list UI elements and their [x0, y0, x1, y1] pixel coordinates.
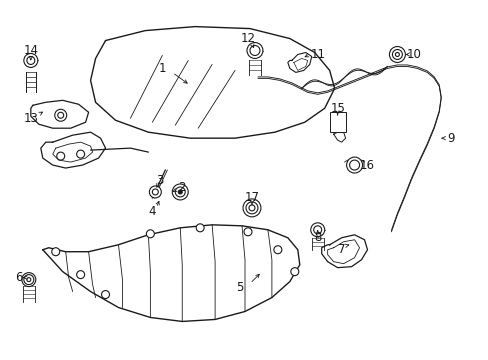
Circle shape	[310, 223, 324, 237]
Circle shape	[349, 160, 359, 170]
Circle shape	[24, 54, 38, 67]
Circle shape	[22, 273, 36, 287]
Text: 13: 13	[23, 112, 38, 125]
Circle shape	[57, 152, 64, 160]
Text: 12: 12	[240, 32, 255, 45]
Circle shape	[395, 53, 399, 57]
Bar	[329, 112, 345, 132]
Text: 4: 4	[148, 205, 156, 219]
Text: 17: 17	[244, 192, 259, 204]
Circle shape	[313, 226, 321, 234]
Circle shape	[243, 199, 261, 217]
Circle shape	[172, 184, 188, 200]
Circle shape	[346, 157, 362, 173]
Circle shape	[248, 205, 254, 211]
Text: 6: 6	[15, 271, 22, 284]
Circle shape	[77, 150, 84, 158]
Text: 15: 15	[329, 102, 345, 115]
Circle shape	[392, 50, 402, 59]
Circle shape	[249, 45, 260, 55]
Text: 1: 1	[158, 62, 166, 75]
Circle shape	[27, 57, 35, 64]
Text: 3: 3	[156, 174, 163, 186]
Circle shape	[52, 248, 60, 256]
Circle shape	[152, 189, 158, 195]
Text: 16: 16	[359, 158, 374, 172]
Text: 10: 10	[406, 48, 421, 61]
Text: 7: 7	[337, 243, 345, 256]
Text: 11: 11	[309, 48, 325, 61]
Text: 2: 2	[178, 181, 185, 194]
Circle shape	[246, 42, 263, 58]
Circle shape	[27, 278, 31, 282]
Circle shape	[290, 268, 298, 276]
Circle shape	[58, 112, 63, 118]
Circle shape	[196, 224, 203, 232]
Circle shape	[102, 291, 109, 298]
Text: 8: 8	[313, 231, 321, 244]
Circle shape	[273, 246, 281, 254]
Text: 5: 5	[236, 281, 243, 294]
Circle shape	[245, 202, 258, 214]
Circle shape	[178, 190, 182, 194]
Circle shape	[175, 187, 185, 197]
Circle shape	[149, 186, 161, 198]
Text: 9: 9	[447, 132, 454, 145]
Circle shape	[55, 109, 66, 121]
Circle shape	[244, 228, 251, 236]
Circle shape	[388, 46, 405, 62]
Circle shape	[77, 271, 84, 279]
Text: 14: 14	[23, 44, 38, 57]
Circle shape	[24, 275, 34, 285]
Circle shape	[146, 230, 154, 238]
